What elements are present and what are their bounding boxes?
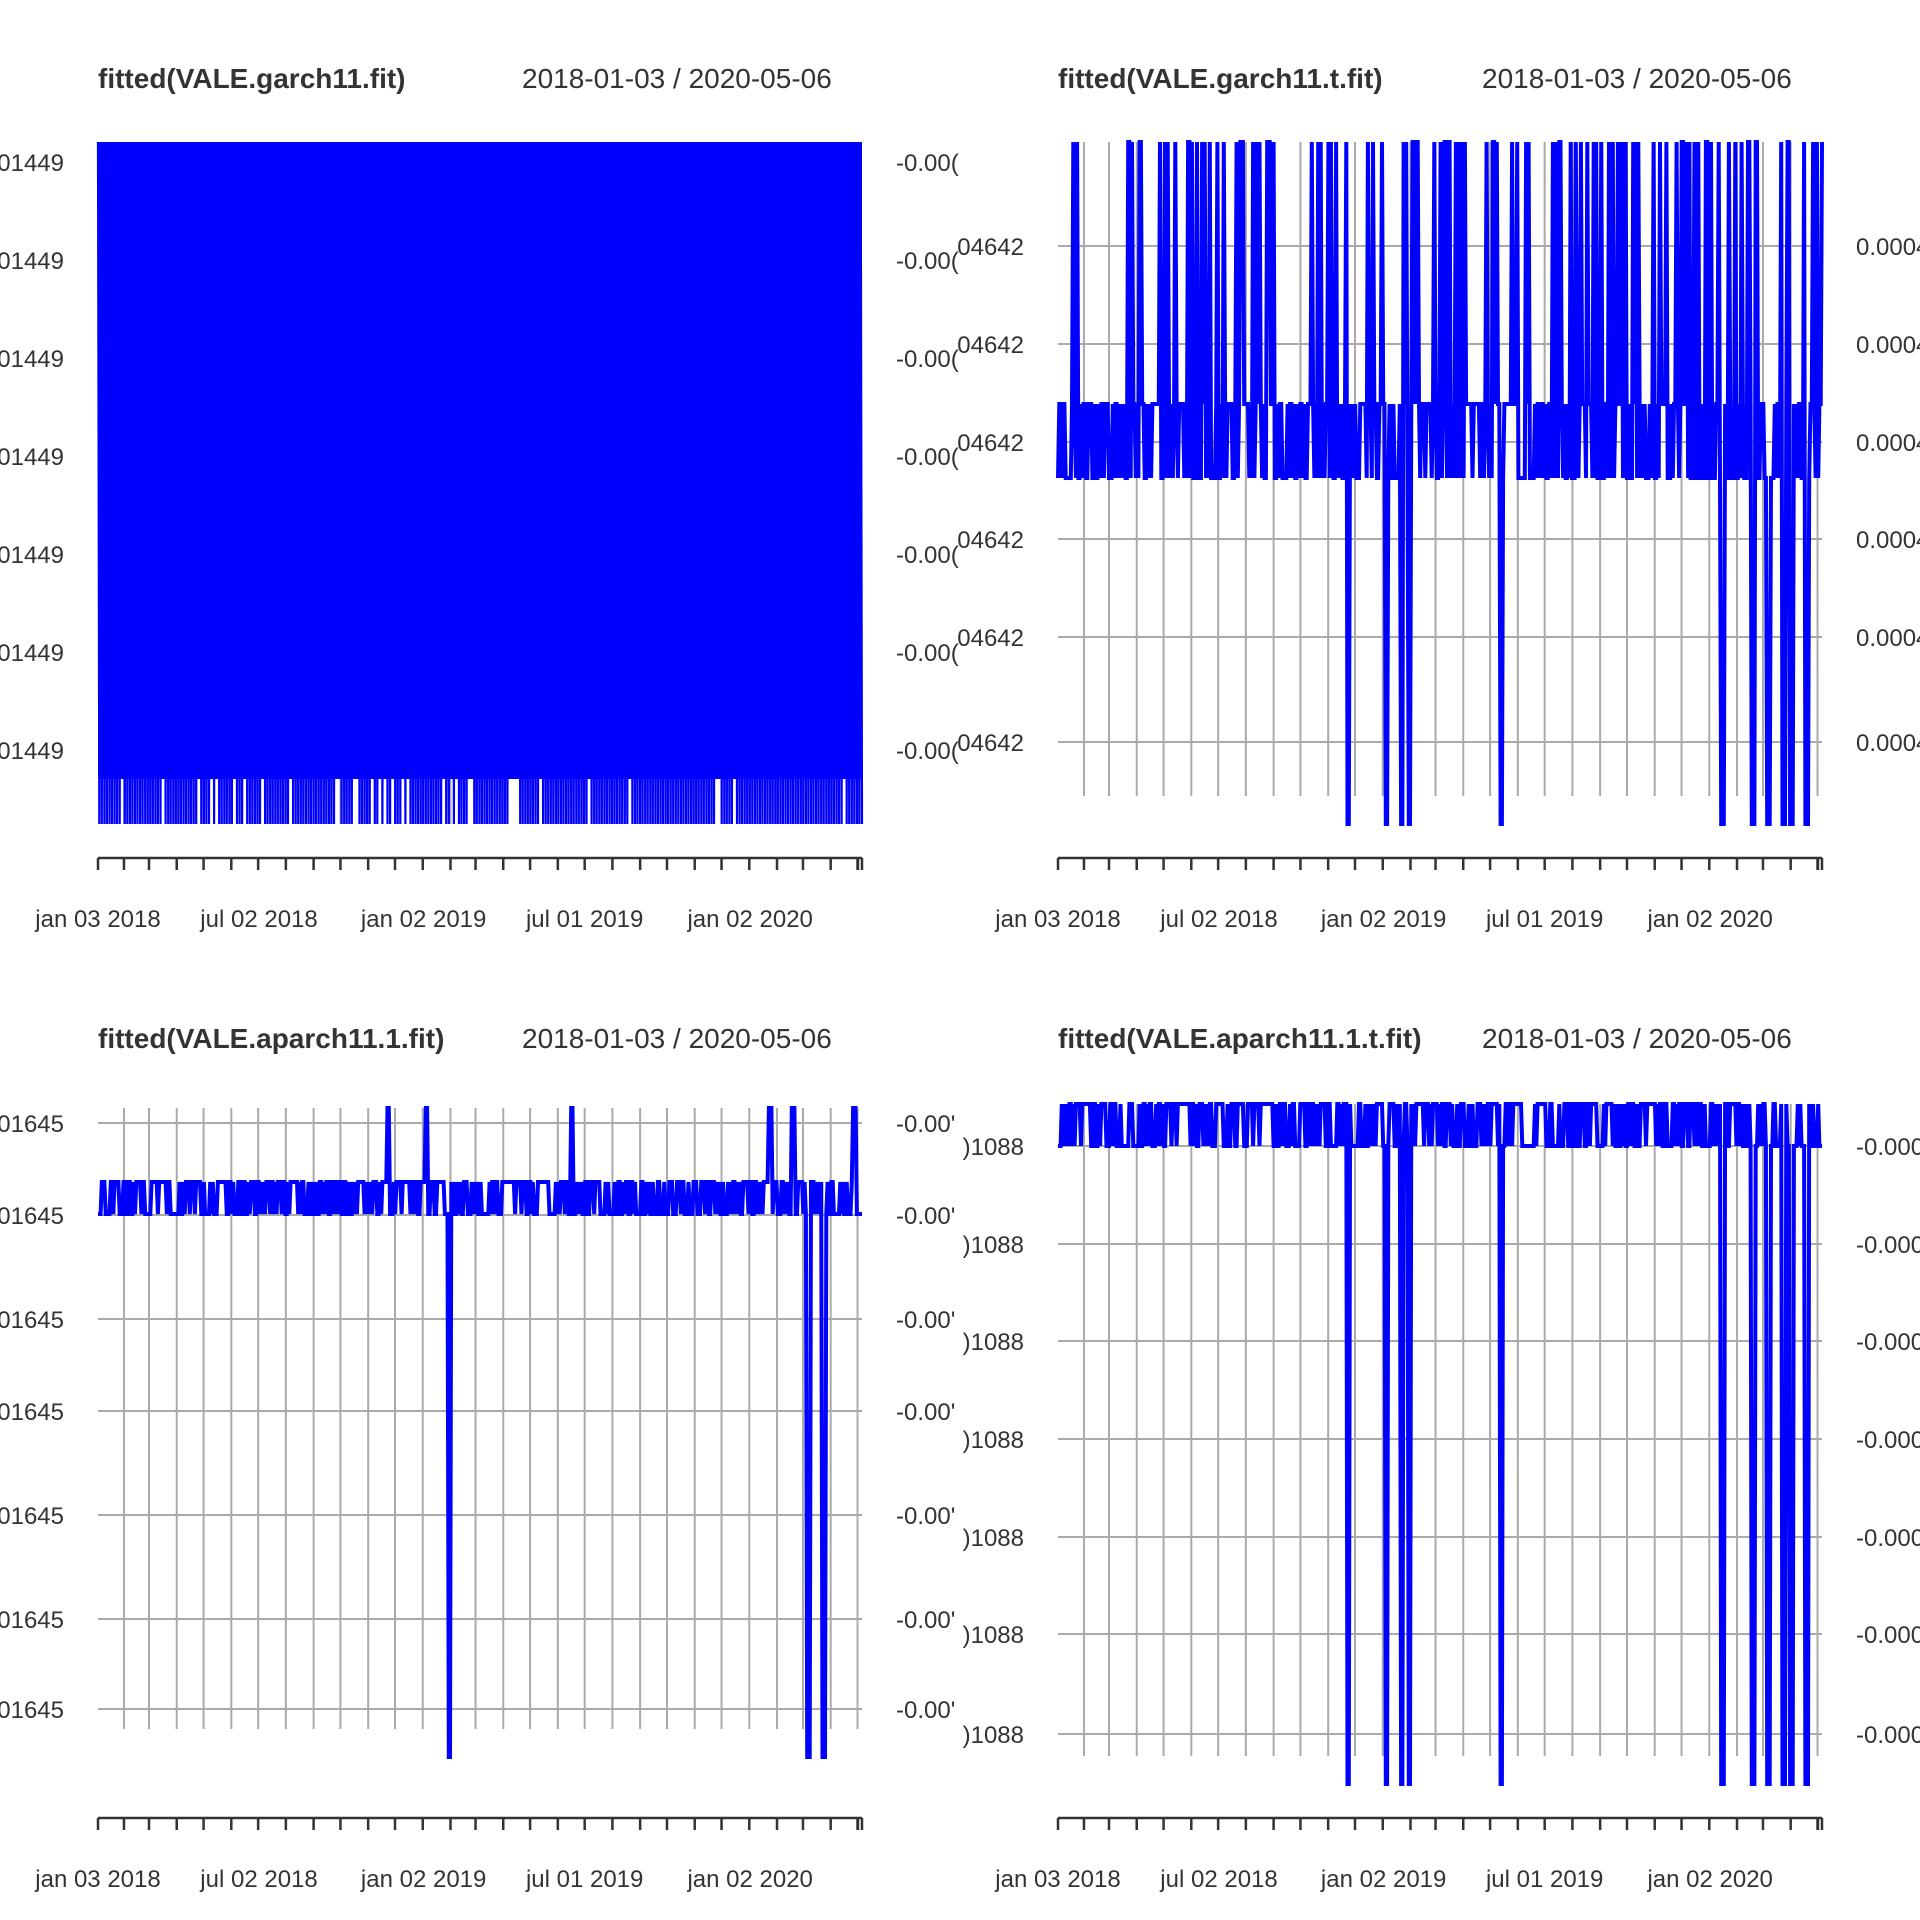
y-tick-label-right: -0.00' [896,1697,955,1724]
x-tick-label: jan 03 2018 [994,1866,1120,1893]
y-tick-label-left: 04642 [957,730,1024,757]
y-tick-label-right: -0.000 [1856,1329,1920,1356]
x-tick-label: jan 03 2018 [994,906,1120,933]
y-tick-label-right: -0.000 [1856,1722,1920,1749]
chart-title: fitted(VALE.garch11.t.fit) [1058,63,1383,94]
x-tick-label: jan 02 2020 [1646,906,1772,933]
y-tick-label-right: -0.000 [1856,1525,1920,1552]
y-tick-label-right: -0.00' [896,1307,955,1334]
chart-panel-4: fitted(VALE.aparch11.1.t.fit) 2018-01-03 … [963,1023,1920,1893]
y-tick-label-right: -0.00( [896,150,959,177]
y-tick-label-left: )1088 [963,1232,1024,1259]
x-axis: jan 03 2018 jul 02 2018 jan 02 2019 jul 01 … [994,1816,1824,1893]
y-tick-label-right: -0.00( [896,542,959,569]
y-tick-label-right: -0.000 [1856,1622,1920,1649]
y-tick-label-left: 01645 [0,1503,64,1530]
x-tick-label: jan 02 2020 [686,906,812,933]
y-tick-label-left: 01449 [0,542,64,569]
x-axis: jan 03 2018 jul 02 2018 jan 02 2019 jul 01 … [994,856,1824,933]
y-tick-label-right: -0.00( [896,444,959,471]
chart-panel-1: fitted(VALE.garch11.fit) 2018-01-03 / 202… [0,63,959,933]
date-range-label: 2018-01-03 / 2020-05-06 [522,1023,832,1054]
y-tick-label-left: 01449 [0,346,64,373]
chart-title: fitted(VALE.aparch11.1.fit) [98,1023,444,1054]
y-tick-label-right: -0.00( [896,346,959,373]
x-axis: jan 03 2018 jul 02 2018 jan 02 2019 jul 01 … [34,1816,864,1893]
vertical-gridlines [1082,1104,1819,1756]
x-tick-label: jul 02 2018 [199,906,317,933]
y-tick-label-left: )1088 [963,1622,1024,1649]
x-tick-label: jan 02 2020 [1646,1866,1772,1893]
chart-panel-2: fitted(VALE.garch11.t.fit) 2018-01-03 / 2… [957,63,1920,933]
date-range-label: 2018-01-03 / 2020-05-06 [1482,63,1792,94]
y-tick-label-right: -0.00' [896,1503,955,1530]
date-range-label: 2018-01-03 / 2020-05-06 [1482,1023,1792,1054]
y-tick-label-left: 01449 [0,444,64,471]
y-tick-label-left: 01449 [0,640,64,667]
horizontal-gridlines [1058,1145,1822,1735]
x-tick-label: jul 01 2019 [525,906,643,933]
y-tick-label-left: )1088 [963,1427,1024,1454]
y-tick-label-right: -0.000 [1856,1134,1920,1161]
y-tick-label-left: 01449 [0,738,64,765]
y-tick-label-left: )1088 [963,1525,1024,1552]
series-line [98,1106,862,1759]
x-tick-label: jan 02 2019 [1320,1866,1446,1893]
x-tick-label: jan 03 2018 [34,1866,160,1893]
y-tick-label-left: )1088 [963,1722,1024,1749]
y-tick-label-left: 04642 [957,234,1024,261]
series-line [1056,140,1824,826]
x-tick-label: jan 02 2019 [360,906,486,933]
y-tick-label-right: -0.00' [896,1203,955,1230]
y-tick-label-left: 04642 [957,625,1024,652]
y-tick-label-right: -0.00( [896,248,959,275]
y-tick-label-left: 01645 [0,1111,64,1138]
y-tick-label-left: 01449 [0,150,64,177]
x-tick-label: jul 01 2019 [1485,906,1603,933]
y-tick-label-left: 04642 [957,527,1024,554]
y-tick-label-right: -0.000 [1856,1232,1920,1259]
y-tick-label-left: 04642 [957,430,1024,457]
y-tick-label-left: )1088 [963,1134,1024,1161]
x-axis: jan 03 2018 jul 02 2018 jan 02 2019 jul 01 … [34,856,864,933]
x-tick-label: jul 02 2018 [199,1866,317,1893]
y-tick-label-right: -0.00( [896,738,959,765]
y-tick-label-left: 01645 [0,1607,64,1634]
y-tick-label-left: 04642 [957,332,1024,359]
x-tick-label: jul 01 2019 [525,1866,643,1893]
x-tick-label: jan 02 2020 [686,1866,812,1893]
y-tick-label-right: -0.00' [896,1607,955,1634]
y-tick-label-right: -0.00' [896,1111,955,1138]
x-tick-label: jan 02 2019 [360,1866,486,1893]
y-tick-label-left: 01645 [0,1399,64,1426]
y-tick-label-left: 01645 [0,1307,64,1334]
date-range-label: 2018-01-03 / 2020-05-06 [522,63,832,94]
x-tick-label: jan 02 2019 [1320,906,1446,933]
y-tick-label-left: 01449 [0,248,64,275]
y-tick-label-left: )1088 [963,1329,1024,1356]
series-line [1058,1102,1822,1786]
y-tick-label-left: 01645 [0,1203,64,1230]
y-tick-label-right: -0.00' [896,1399,955,1426]
series-fill [98,142,862,779]
y-tick-label-right: -0.000 [1856,1427,1920,1454]
x-tick-label: jul 02 2018 [1159,1866,1277,1893]
chart-title: fitted(VALE.garch11.fit) [98,63,406,94]
chart-title: fitted(VALE.aparch11.1.t.fit) [1058,1023,1422,1054]
x-tick-label: jan 03 2018 [34,906,160,933]
y-tick-label-left: 01645 [0,1697,64,1724]
x-tick-label: jul 02 2018 [1159,906,1277,933]
chart-panel-3: fitted(VALE.aparch11.1.fit) 2018-01-03 / … [0,1023,955,1893]
y-tick-label-right: -0.00( [896,640,959,667]
x-tick-label: jul 01 2019 [1485,1866,1603,1893]
